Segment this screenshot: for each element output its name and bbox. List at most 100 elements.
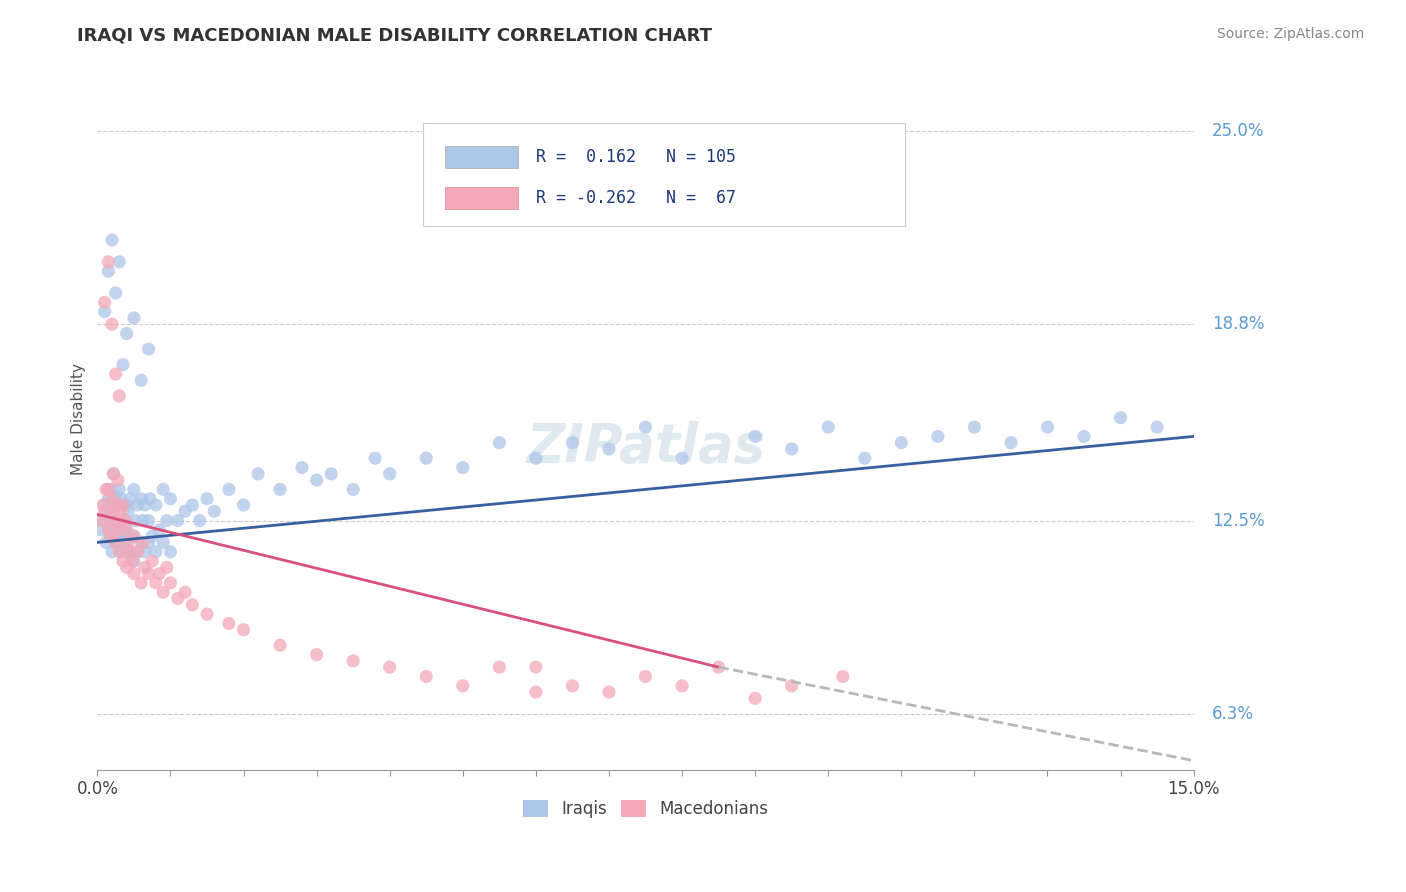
Point bbox=[108, 389, 131, 403]
Point bbox=[139, 491, 162, 506]
Point bbox=[122, 529, 145, 543]
Point bbox=[100, 483, 122, 497]
Point bbox=[104, 285, 127, 300]
Point bbox=[707, 660, 730, 674]
Y-axis label: Male Disability: Male Disability bbox=[72, 363, 86, 475]
Point bbox=[115, 545, 138, 559]
Point bbox=[145, 498, 167, 512]
Point bbox=[134, 560, 156, 574]
Point bbox=[104, 498, 127, 512]
Point bbox=[1146, 420, 1168, 434]
Point bbox=[115, 560, 138, 574]
Text: 18.8%: 18.8% bbox=[1212, 315, 1264, 334]
Point bbox=[100, 529, 122, 543]
Point bbox=[124, 514, 146, 528]
Point bbox=[218, 616, 240, 631]
Point bbox=[269, 483, 291, 497]
Point bbox=[1000, 435, 1022, 450]
Point bbox=[93, 504, 115, 518]
Point bbox=[101, 491, 124, 506]
Point bbox=[780, 442, 803, 456]
Point bbox=[91, 498, 114, 512]
Point bbox=[166, 591, 188, 606]
Text: Source: ZipAtlas.com: Source: ZipAtlas.com bbox=[1216, 27, 1364, 41]
Point bbox=[378, 660, 401, 674]
Point bbox=[202, 504, 225, 518]
Text: R = -0.262   N =  67: R = -0.262 N = 67 bbox=[536, 189, 735, 207]
Point bbox=[110, 491, 132, 506]
Point bbox=[115, 498, 138, 512]
Point bbox=[148, 566, 170, 581]
Point bbox=[159, 576, 181, 591]
Point bbox=[488, 660, 510, 674]
Point bbox=[188, 514, 211, 528]
Point bbox=[91, 514, 114, 528]
Point bbox=[93, 304, 115, 318]
Point bbox=[1109, 410, 1132, 425]
Point bbox=[108, 514, 131, 528]
Point bbox=[247, 467, 270, 481]
Point bbox=[122, 310, 145, 325]
Point bbox=[524, 660, 547, 674]
Point bbox=[780, 679, 803, 693]
Point bbox=[321, 467, 343, 481]
Point bbox=[104, 489, 127, 503]
Text: ZIPatlas: ZIPatlas bbox=[526, 421, 765, 474]
Point bbox=[121, 529, 143, 543]
Point bbox=[129, 491, 152, 506]
Point bbox=[107, 473, 129, 487]
Point bbox=[415, 451, 437, 466]
Point bbox=[94, 483, 117, 497]
Point bbox=[524, 685, 547, 699]
Point bbox=[107, 498, 129, 512]
Point bbox=[117, 504, 139, 518]
Point bbox=[127, 545, 149, 559]
Point bbox=[744, 429, 766, 443]
Point bbox=[195, 491, 218, 506]
Point bbox=[93, 295, 115, 310]
Legend: Iraqis, Macedonians: Iraqis, Macedonians bbox=[516, 793, 775, 825]
Point bbox=[218, 483, 240, 497]
Point bbox=[100, 529, 122, 543]
Point bbox=[114, 514, 136, 528]
Point bbox=[127, 498, 149, 512]
Point bbox=[152, 585, 174, 599]
Point bbox=[94, 535, 117, 549]
Point bbox=[1073, 429, 1095, 443]
Point bbox=[451, 460, 474, 475]
Point bbox=[305, 648, 328, 662]
Point bbox=[120, 545, 142, 559]
Point bbox=[166, 514, 188, 528]
Point bbox=[145, 545, 167, 559]
Point bbox=[156, 514, 179, 528]
Point bbox=[181, 498, 204, 512]
Text: R =  0.162   N = 105: R = 0.162 N = 105 bbox=[536, 148, 735, 167]
Point bbox=[111, 498, 134, 512]
Point bbox=[114, 535, 136, 549]
Point bbox=[141, 554, 163, 568]
Point bbox=[104, 535, 127, 549]
Point bbox=[108, 255, 131, 269]
Point bbox=[269, 638, 291, 652]
Point bbox=[138, 566, 160, 581]
Point bbox=[114, 514, 136, 528]
FancyBboxPatch shape bbox=[444, 187, 517, 209]
Point bbox=[291, 460, 314, 475]
Point bbox=[111, 554, 134, 568]
Point bbox=[524, 451, 547, 466]
Point bbox=[232, 498, 254, 512]
Point bbox=[134, 498, 156, 512]
Text: 12.5%: 12.5% bbox=[1212, 512, 1264, 530]
Point bbox=[115, 523, 138, 537]
Point bbox=[152, 483, 174, 497]
Point bbox=[129, 535, 152, 549]
Point bbox=[174, 504, 197, 518]
Point bbox=[103, 498, 125, 512]
Point bbox=[145, 576, 167, 591]
Point bbox=[97, 264, 120, 278]
Point bbox=[108, 483, 131, 497]
Text: 6.3%: 6.3% bbox=[1212, 705, 1254, 723]
FancyBboxPatch shape bbox=[423, 123, 905, 226]
Point bbox=[561, 679, 583, 693]
Point bbox=[138, 535, 160, 549]
